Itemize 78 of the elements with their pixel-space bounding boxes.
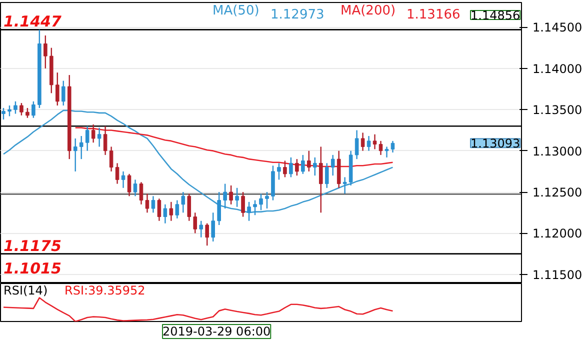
candlestick xyxy=(103,126,108,156)
candlestick xyxy=(26,107,30,118)
candlestick xyxy=(121,170,126,189)
candlestick xyxy=(295,158,299,176)
candlestick xyxy=(193,212,198,234)
candlestick xyxy=(247,201,251,222)
candlestick xyxy=(199,220,204,238)
candlestick xyxy=(211,212,215,242)
candlestick xyxy=(157,198,162,222)
candlestick xyxy=(223,183,227,210)
candlestick xyxy=(20,102,24,116)
y-tick-label: 1.14500 xyxy=(532,20,582,35)
candlestick xyxy=(2,107,6,120)
candlestick xyxy=(313,156,317,176)
candlestick xyxy=(342,176,347,194)
candlestick xyxy=(378,140,383,156)
candlestick xyxy=(330,154,335,176)
candlestick xyxy=(277,162,281,180)
candlestick xyxy=(181,191,186,214)
y-tick-label: 1.12000 xyxy=(532,226,582,241)
y-tick-label: 1.14000 xyxy=(532,62,582,76)
candlestick xyxy=(235,187,239,208)
text: 1.13166 xyxy=(406,8,460,22)
candlestick xyxy=(229,184,233,205)
candlestick xyxy=(61,80,66,106)
candlestick xyxy=(283,160,287,178)
candlestick xyxy=(44,34,48,70)
candlestick xyxy=(163,204,168,224)
candlestick xyxy=(133,179,138,197)
y-tick-label: 1.13000 xyxy=(532,144,582,158)
candlestick xyxy=(205,222,209,246)
candlestick xyxy=(145,193,150,214)
annotation: 1.1015 xyxy=(4,260,62,278)
candlestick xyxy=(265,191,269,210)
candlestick xyxy=(217,191,221,226)
candlestick xyxy=(151,196,156,214)
candlestick xyxy=(139,182,144,205)
candlestick xyxy=(32,100,36,118)
text: 1.13093 xyxy=(470,136,520,151)
y-tick-label: 1.13500 xyxy=(532,103,582,118)
candlestick xyxy=(372,134,377,150)
candlestick xyxy=(85,126,90,152)
candlestick xyxy=(253,200,257,216)
candlestick xyxy=(73,138,78,172)
candlestick xyxy=(97,127,102,148)
candlestick xyxy=(318,146,323,214)
candlestick xyxy=(366,135,371,152)
candlestick xyxy=(79,135,84,160)
candlestick xyxy=(8,104,12,117)
candlestick xyxy=(169,201,174,222)
y-tick-label: 1.11500 xyxy=(532,268,582,282)
annotation: RSI:39.35952 xyxy=(64,284,146,298)
candlestick xyxy=(390,140,395,154)
y-tick-label: 1.12500 xyxy=(532,186,582,200)
text: 2019-03-29 06:00 xyxy=(162,324,271,338)
candlestick xyxy=(307,150,311,172)
candlestick xyxy=(301,154,305,174)
chart-title: RSI(14) xyxy=(4,284,48,298)
candlestick xyxy=(115,162,120,184)
candlestick xyxy=(354,130,359,160)
candlestick xyxy=(127,173,132,197)
candlestick xyxy=(55,72,60,106)
ref-line-label: 1.1175 xyxy=(4,236,62,255)
candlestick xyxy=(14,100,18,114)
candlestick xyxy=(259,193,263,211)
annotation: 1.12973 xyxy=(270,8,324,22)
text: MA(200) xyxy=(340,4,396,18)
candlestick xyxy=(109,146,114,172)
candlestick xyxy=(241,191,245,218)
candlestick xyxy=(360,132,365,152)
text: MA(50) xyxy=(212,4,260,18)
candlestick xyxy=(187,193,192,222)
candlestick xyxy=(91,124,96,144)
candlestick xyxy=(175,200,180,219)
ref-line-label: 1.1447 xyxy=(4,12,62,31)
text: 1.14856 xyxy=(470,8,520,22)
candlestick xyxy=(289,156,293,178)
candlestick xyxy=(324,162,329,189)
